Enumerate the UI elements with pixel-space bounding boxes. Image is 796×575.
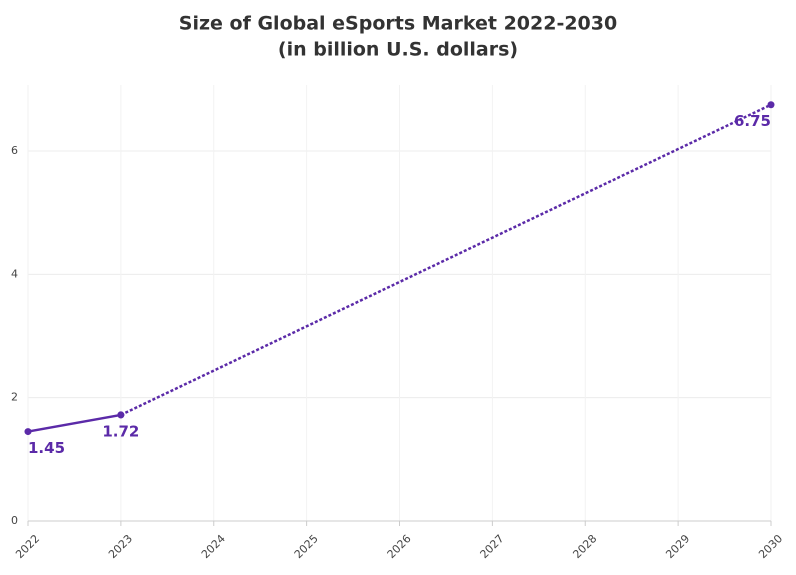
x-tick-label: 2026 [385, 532, 414, 561]
point [117, 411, 125, 419]
x-tick-label: 2025 [292, 532, 321, 561]
x-tick-label: 2028 [570, 532, 599, 561]
x-tick-label: 2030 [756, 532, 785, 561]
x-tick-label: 2022 [13, 532, 42, 561]
data-label: 1.45 [28, 439, 65, 457]
x-tick-label: 2027 [478, 532, 507, 561]
x-tick-label: 2029 [663, 532, 692, 561]
y-tick-label: 6 [11, 144, 18, 157]
chart-subtitle: (in billion U.S. dollars) [278, 39, 518, 61]
data-label: 6.75 [734, 112, 771, 130]
y-tick-label: 4 [11, 267, 18, 280]
x-tick-label: 2024 [199, 532, 228, 561]
data-label: 1.72 [102, 422, 139, 440]
chart-title: Size of Global eSports Market 2022-2030 [179, 13, 617, 35]
y-tick-label: 0 [11, 514, 18, 527]
line [27, 413, 122, 433]
line [120, 103, 772, 417]
point [24, 428, 32, 436]
y-tick-label: 2 [11, 391, 18, 404]
x-tick-label: 2023 [106, 532, 135, 561]
point [767, 101, 775, 109]
